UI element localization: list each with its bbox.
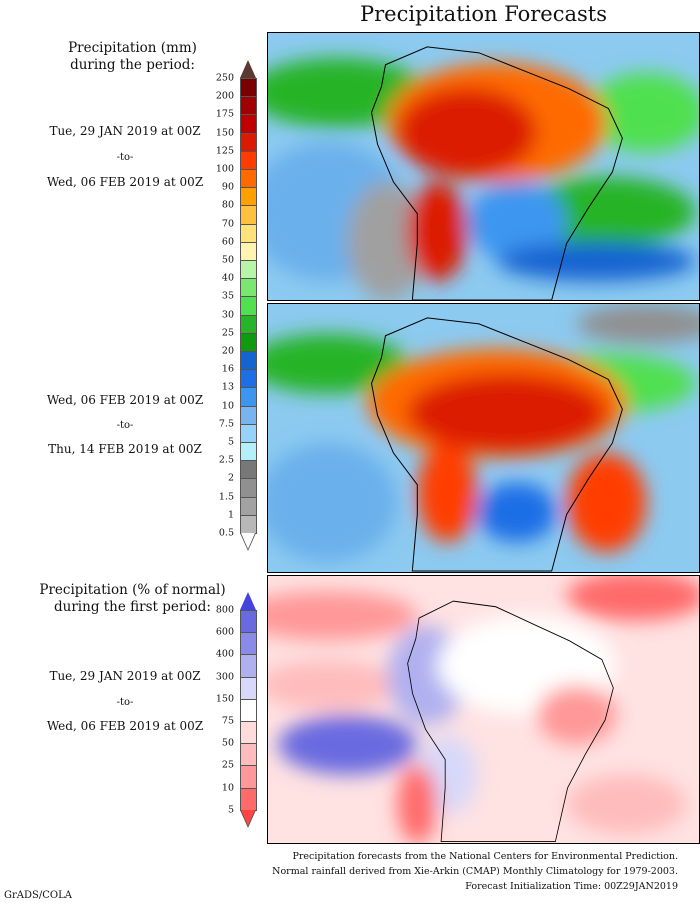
precip_scale-tick-label: 16 [221, 363, 234, 375]
precip_scale-box [240, 514, 257, 534]
precip_scale-box [240, 405, 257, 425]
precip_scale-box [240, 387, 257, 407]
precip_scale-tick-label: 150 [215, 127, 234, 139]
precip_scale-box [240, 150, 257, 170]
anomaly-end: Wed, 06 FEB 2019 at 00Z [46, 719, 204, 733]
period2-start: Wed, 06 FEB 2019 at 00Z [46, 393, 204, 407]
precip_scale-box [240, 169, 257, 189]
precip_scale-box [240, 187, 257, 207]
precip_scale-tick-label: 40 [221, 272, 234, 284]
page-title: Precipitation Forecasts [360, 2, 607, 26]
precip_scale-tick-label: 2.5 [218, 454, 234, 466]
precip_scale-tick-label: 70 [221, 218, 234, 230]
anomaly-header: Precipitation (% of normal) during the f… [0, 582, 265, 616]
precip_scale-box [240, 114, 257, 134]
anomaly_scale-box [240, 654, 257, 678]
period1-start: Tue, 29 JAN 2019 at 00Z [49, 124, 201, 138]
precip_scale-box [240, 260, 257, 280]
precip_scale-tick-label: 10 [221, 400, 234, 412]
precip_scale-box [240, 96, 257, 116]
precip_scale-box [240, 369, 257, 389]
anomaly_scale-tick-label: 25 [221, 759, 234, 771]
period2-to: -to- [116, 420, 134, 431]
anomaly_scale-box [240, 698, 257, 722]
precip_scale-tick-label: 60 [221, 236, 234, 248]
precip_scale-tick-label: 250 [215, 72, 234, 84]
anomaly-colorbar: 800 600 400 300 150 75 50 25 10 5 [216, 592, 258, 837]
precip_scale-tick-label: 1 [227, 509, 234, 521]
anomaly_scale-box [240, 676, 257, 700]
precip_scale-tick-label: 7.5 [218, 418, 234, 430]
footer-line2: Normal rainfall derived from Xie-Arkin (… [272, 866, 678, 877]
precip-header-line2: during the period: [70, 57, 195, 73]
precip_scale-box [240, 132, 257, 152]
precip_scale-tick-label: 50 [221, 254, 234, 266]
precip_scale-tick-label: 2 [227, 472, 234, 484]
anomaly_scale-tick-label: 5 [227, 804, 234, 816]
anomaly_scale-box [240, 610, 257, 634]
footer-line3: Forecast Initialization Time: 00Z29JAN20… [465, 881, 678, 892]
precip_scale-box [240, 314, 257, 334]
anomaly_scale-box [240, 721, 257, 745]
precip_scale-over-arrow [240, 60, 256, 78]
credit: GrADS/COLA [4, 890, 72, 901]
anomaly_scale-under-arrow [240, 809, 256, 828]
precip_scale-tick-label: 20 [221, 345, 234, 357]
precip_scale-box [240, 78, 257, 98]
precip_scale-tick-label: 90 [221, 181, 234, 193]
precip_scale-tick-label: 175 [215, 108, 234, 120]
anomaly_scale-tick-label: 50 [221, 737, 234, 749]
anomaly_scale-tick-label: 400 [215, 648, 234, 660]
precip_scale-tick-label: 100 [215, 163, 234, 175]
precip_scale-box [240, 351, 257, 371]
precip_scale-tick-label: 25 [221, 327, 234, 339]
period1-to: -to- [116, 152, 134, 163]
precip_scale-tick-label: 200 [215, 90, 234, 102]
anomaly_scale-tick-label: 800 [215, 604, 234, 616]
precip-colorbar: 250 200 175 150 125 100 90 80 70 60 50 40 35 30 25 20 16… [216, 60, 258, 551]
map-period1 [267, 32, 700, 301]
anomaly_scale-tick-label: 75 [221, 715, 234, 727]
precip_scale-box [240, 241, 257, 261]
precip_scale-box [240, 296, 257, 316]
precip_scale-tick-label: 35 [221, 290, 234, 302]
precip_scale-tick-label: 13 [221, 381, 234, 393]
precip-header-line1: Precipitation (mm) [68, 40, 197, 56]
precip_scale-tick-label: 125 [215, 145, 234, 157]
precip_scale-box [240, 423, 257, 443]
anomaly-header-line2: during the first period: [54, 599, 211, 615]
anomaly-header-line1: Precipitation (% of normal) [39, 582, 226, 598]
anomaly_scale-box [240, 632, 257, 656]
precip_scale-box [240, 278, 257, 298]
precip_scale-box [240, 442, 257, 462]
anomaly-start: Tue, 29 JAN 2019 at 00Z [49, 669, 201, 683]
precip_scale-under-arrow [240, 533, 256, 551]
anomaly_scale-tick-label: 10 [221, 782, 234, 794]
anomaly_scale-tick-label: 600 [215, 626, 234, 638]
precip_scale-box [240, 460, 257, 480]
anomaly_scale-tick-label: 150 [215, 693, 234, 705]
precip_scale-box [240, 496, 257, 516]
precip_scale-box [240, 223, 257, 243]
precip_scale-box [240, 478, 257, 498]
precip_scale-tick-label: 5 [227, 436, 234, 448]
anomaly_scale-tick-label: 300 [215, 671, 234, 683]
anomaly_scale-box [240, 787, 257, 811]
map-anomaly [267, 575, 700, 844]
precip_scale-tick-label: 0.5 [218, 527, 234, 539]
anomaly_scale-box [240, 765, 257, 789]
period1-end: Wed, 06 FEB 2019 at 00Z [46, 175, 204, 189]
precip_scale-tick-label: 30 [221, 309, 234, 321]
precip-header: Precipitation (mm) during the period: [0, 40, 265, 74]
map-period2 [267, 303, 700, 573]
footer-line1: Precipitation forecasts from the Nationa… [292, 851, 679, 862]
anomaly_scale-over-arrow [240, 592, 256, 610]
precip_scale-box [240, 205, 257, 225]
precip_scale-tick-label: 80 [221, 199, 234, 211]
anomaly_scale-box [240, 743, 257, 767]
anomaly-to: -to- [116, 697, 134, 708]
period2-end: Thu, 14 FEB 2019 at 00Z [48, 442, 202, 456]
precip_scale-tick-label: 1.5 [218, 491, 234, 503]
precip_scale-box [240, 332, 257, 352]
